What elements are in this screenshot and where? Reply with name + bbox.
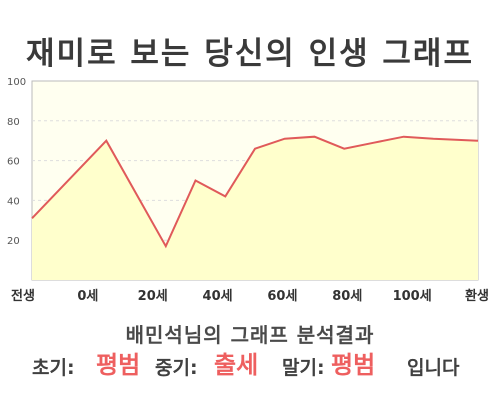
late-value: 평범 (331, 351, 376, 379)
y-axis-ticks: 100 80 60 40 20 (7, 77, 26, 247)
x-tick-label: 80세 (332, 289, 362, 304)
ending-text: 입니다 (407, 357, 460, 379)
life-area-fill (32, 136, 478, 280)
chart-title: 재미로 보는 당신의 인생 그래프 (26, 36, 474, 72)
x-tick-label: 0세 (77, 289, 98, 304)
y-tick-label: 60 (7, 157, 20, 168)
analysis-subtitle: 배민석님의 그래프 분석결과 (125, 323, 375, 347)
x-tick-label: 100세 (393, 289, 432, 304)
y-tick-label: 20 (7, 236, 20, 247)
x-tick-label: 환생 (465, 288, 489, 304)
middle-label: 중기: (155, 357, 198, 379)
early-value: 평범 (96, 351, 141, 379)
y-tick-label: 80 (7, 117, 20, 128)
early-label: 초기: (32, 357, 75, 379)
middle-value: 출세 (214, 351, 259, 379)
x-axis-ticks: 전생 0세 20세 40세 60세 80세 100세 환생 (11, 288, 489, 304)
y-tick-label: 40 (7, 196, 20, 207)
analysis-result: 초기: 평범 중기: 출세 말기: 평범 입니다 (0, 345, 500, 385)
x-tick-label: 60세 (267, 289, 297, 304)
life-line (31, 135, 479, 249)
x-tick-label: 전생 (11, 288, 35, 304)
late-label: 말기: (282, 357, 325, 379)
y-tick-label: 100 (7, 77, 26, 88)
x-tick-label: 20세 (138, 289, 168, 304)
x-tick-label: 40세 (203, 289, 233, 304)
